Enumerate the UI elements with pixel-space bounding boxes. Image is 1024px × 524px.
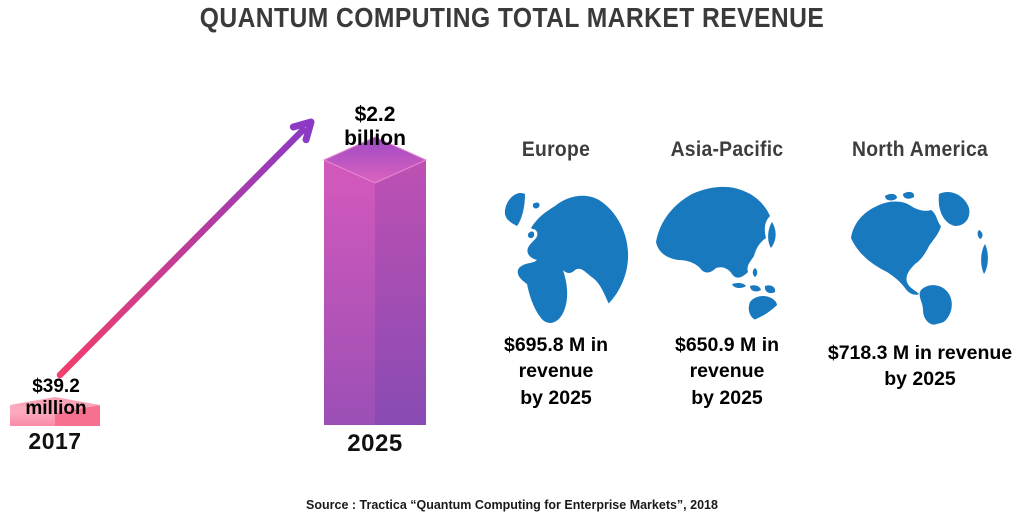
region-europe: Europe $695.8 M in revenue by 2025 <box>466 138 646 411</box>
bar-2017-year-label: 2017 <box>28 428 82 454</box>
region-north-america-title: North America <box>851 138 988 161</box>
region-europe-title: Europe <box>521 138 591 161</box>
bar-2017-value-label: $39.2 million <box>25 376 87 419</box>
globe-north-america-icon <box>851 191 988 326</box>
region-north-america-value-line2: by 2025 <box>884 368 956 391</box>
region-europe-value: $695.8 M in revenue by 2025 <box>466 332 646 411</box>
bar-2017 <box>10 397 100 426</box>
globe-asia-pacific-icon <box>656 186 778 322</box>
region-asia-pacific-value-line2: by 2025 <box>691 386 763 409</box>
source-attribution: Source : Tractica “Quantum Computing for… <box>306 498 718 512</box>
region-asia-pacific-title: Asia-Pacific <box>670 138 784 161</box>
region-north-america-value: $718.3 M in revenue by 2025 <box>826 340 1014 393</box>
bar-2025-value-label: $2.2 billion <box>344 103 406 150</box>
globe-europe-icon <box>504 192 629 323</box>
bar-2025-year-label: 2025 <box>347 430 403 457</box>
region-europe-value-line2: by 2025 <box>520 386 592 409</box>
region-asia-pacific: Asia-Pacific $650.9 M in revenue by 2025 <box>637 138 817 411</box>
region-north-america: North America $718.3 M in revenue by 202… <box>826 138 1014 393</box>
page-title: QUANTUM COMPUTING TOTAL MARKET REVENUE <box>199 2 825 33</box>
growth-arrow-icon <box>56 118 315 379</box>
region-europe-value-line1: $695.8 M in revenue <box>503 334 609 383</box>
bar-2025 <box>322 136 428 425</box>
region-north-america-value-line1: $718.3 M in revenue <box>827 342 1013 364</box>
region-asia-pacific-value: $650.9 M in revenue by 2025 <box>637 332 817 411</box>
region-asia-pacific-value-line1: $650.9 M in revenue <box>674 334 780 383</box>
